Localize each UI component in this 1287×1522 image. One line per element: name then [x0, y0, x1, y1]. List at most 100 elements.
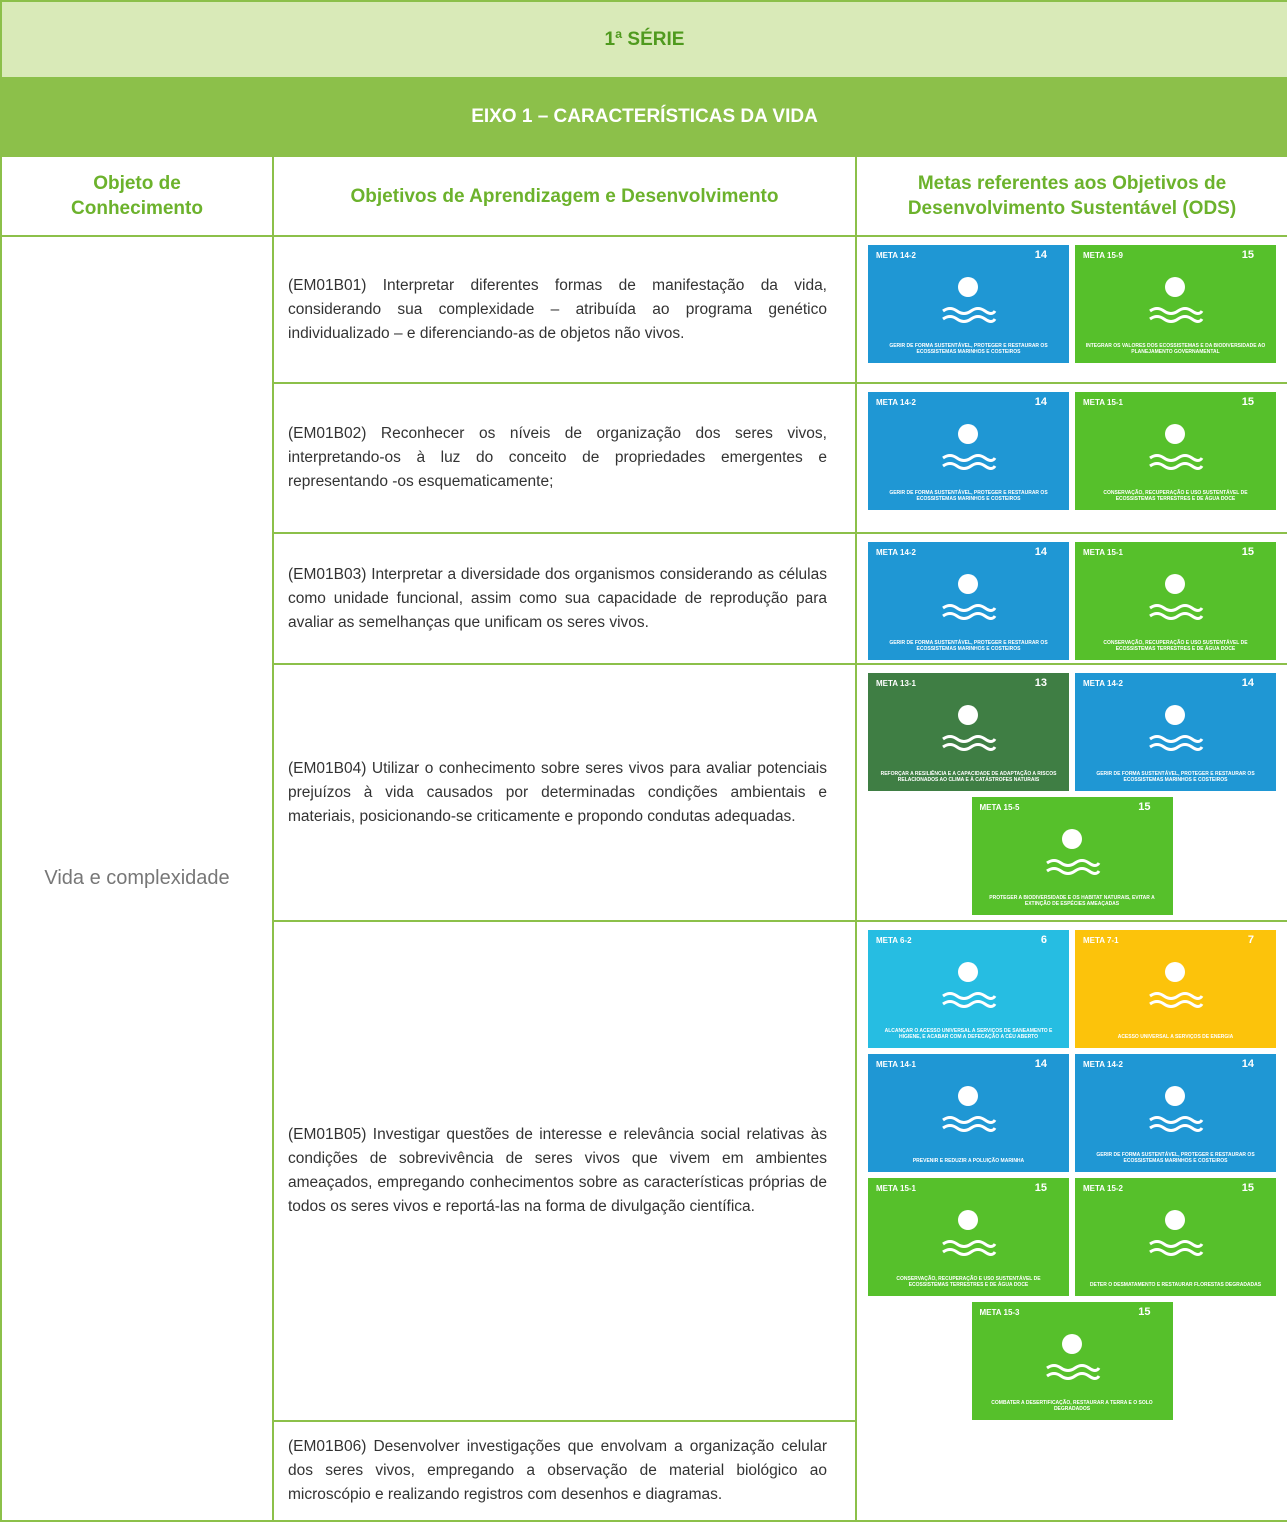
badge-number: 15	[1138, 1306, 1151, 1318]
badge-icon	[942, 574, 997, 620]
badge-caption: PROTEGER A BIODIVERSIDADE E OS HABITAT N…	[989, 895, 1155, 907]
axis-title: EIXO 1 – CARACTERÍSTICAS DA VIDA	[0, 77, 1287, 157]
badge-label: META 15-1	[1083, 398, 1124, 407]
badge-icon	[942, 424, 997, 470]
badge-number: 15	[1241, 1182, 1254, 1194]
badge-label: META 15-1	[1083, 548, 1124, 557]
badge-label: META 14-1	[876, 1060, 917, 1069]
badge-caption: PREVENIR E REDUZIR A POLUIÇÃO MARINHA	[912, 1158, 1025, 1164]
ods-badge: META 13-1 13 REFORÇAR A RESILIÊNCIA E A CA…	[868, 673, 1069, 791]
badge-number: 15	[1241, 546, 1254, 558]
badge-label: META 6-2	[876, 936, 912, 945]
badge-caption: CONSERVAÇÃO, RECUPERAÇÃO E USO SUSTENTÁV…	[1103, 490, 1248, 502]
grade-title: 1ª SÉRIE	[0, 0, 1287, 79]
badge-icon	[1149, 1210, 1204, 1256]
ods-badge: META 15-1 15 CONSERVAÇÃO, RECUPERAÇÃO E US…	[1075, 392, 1276, 510]
badge-label: META 7-1	[1083, 936, 1119, 945]
badge-number: 15	[1138, 801, 1151, 813]
ods-badge: META 7-1 7 ACESSO UNIVERSAL A SERVIÇOS DE …	[1075, 930, 1276, 1048]
ods-badge: META 14-1 14 PREVENIR E REDUZIR A POLUIÇÃO…	[868, 1054, 1069, 1172]
badge-caption: INTEGRAR OS VALORES DOS ECOSSISTEMAS E D…	[1085, 343, 1266, 355]
badge-number: 7	[1247, 934, 1254, 946]
badge-caption: CONSERVAÇÃO, RECUPERAÇÃO E USO SUSTENTÁV…	[1103, 640, 1248, 652]
ods-badge: META 6-2 6 ALCANÇAR O ACESSO UNIVERSAL A S…	[868, 930, 1069, 1048]
column-header: Metas referentes aos Objetivos de Desenv…	[854, 155, 1287, 237]
objective-text: (EM01B05) Investigar questões de interes…	[272, 920, 857, 1422]
badge-number: 15	[1034, 1182, 1047, 1194]
badge-number: 13	[1034, 677, 1047, 689]
badge-number: 14	[1034, 249, 1047, 261]
ods-cell: META 14-2 14 GERIR DE FORMA SUSTENTÁVEL, P…	[854, 235, 1287, 384]
badge-icon	[1149, 705, 1204, 751]
objective-text: (EM01B02) Reconhecer os níveis de organi…	[272, 382, 857, 534]
table-row: (EM01B06) Desenvolver investigações que …	[1, 1420, 1287, 1522]
badge-icon	[1149, 574, 1204, 620]
badge-number: 6	[1040, 934, 1047, 946]
badge-icon	[942, 277, 997, 323]
badge-label: META 14-2	[1083, 679, 1124, 688]
badge-label: META 15-1	[876, 1184, 917, 1193]
ods-cell: META 6-2 6 ALCANÇAR O ACESSO UNIVERSAL A S…	[854, 920, 1287, 1522]
ods-badge: META 14-2 14 GERIR DE FORMA SUSTENTÁVEL, P…	[868, 392, 1069, 510]
table-row: Vida e complexidade (EM01B01) Interpretar…	[0, 235, 1287, 1522]
badge-label: META 15-2	[1083, 1184, 1124, 1193]
column-header: Objetivos de Aprendizagem e Desenvolvime…	[272, 155, 857, 237]
badge-icon	[1149, 424, 1204, 470]
badge-grid: META 14-2 14 GERIR DE FORMA SUSTENTÁVEL, P…	[857, 392, 1287, 510]
badge-number: 14	[1034, 546, 1047, 558]
column-header: Objeto de Conhecimento	[0, 155, 274, 237]
grade-row: 1ª SÉRIE	[0, 0, 1287, 79]
badge-number: 14	[1034, 1058, 1047, 1070]
ods-badge: META 14-2 14 GERIR DE FORMA SUSTENTÁVEL, P…	[868, 542, 1069, 660]
table-row: (EM01B05) Investigar questões de interes…	[1, 920, 1287, 1522]
ods-badge: META 14-2 14 GERIR DE FORMA SUSTENTÁVEL, P…	[868, 245, 1069, 363]
badge-label: META 14-2	[876, 398, 917, 407]
objective-text: (EM01B01) Interpretar diferentes formas …	[272, 235, 857, 384]
column-header-row: Objeto de Conhecimento Objetivos de Apre…	[0, 155, 1287, 237]
badge-label: META 15-9	[1083, 251, 1124, 260]
badge-caption: GERIR DE FORMA SUSTENTÁVEL, PROTEGER E R…	[889, 343, 1048, 355]
badge-caption: GERIR DE FORMA SUSTENTÁVEL, PROTEGER E R…	[1096, 771, 1255, 783]
badge-number: 14	[1241, 677, 1254, 689]
objective-text: (EM01B06) Desenvolver investigações que …	[272, 1420, 857, 1522]
badge-icon	[1149, 277, 1204, 323]
badge-label: META 13-1	[876, 679, 917, 688]
badge-icon	[1045, 1334, 1100, 1380]
badge-caption: DETER O DESMATAMENTO E RESTAURAR FLOREST…	[1089, 1282, 1262, 1288]
table-row: (EM01B03) Interpretar a diversidade dos …	[1, 532, 1287, 665]
badge-caption: COMBATER A DESERTIFICAÇÃO, RESTAURAR A T…	[991, 1400, 1153, 1412]
ods-badge: META 15-1 15 CONSERVAÇÃO, RECUPERAÇÃO E US…	[1075, 542, 1276, 660]
badge-caption: ACESSO UNIVERSAL A SERVIÇOS DE ENERGIA	[1117, 1034, 1234, 1040]
ods-badge: META 14-2 14 GERIR DE FORMA SUSTENTÁVEL, P…	[1075, 1054, 1276, 1172]
badge-label: META 14-2	[876, 548, 917, 557]
objective-text: (EM01B04) Utilizar o conhecimento sobre …	[272, 663, 857, 922]
badge-number: 15	[1241, 249, 1254, 261]
table-row: (EM01B02) Reconhecer os níveis de organi…	[1, 382, 1287, 534]
badge-icon	[942, 1086, 997, 1132]
badge-number: 14	[1241, 1058, 1254, 1070]
badge-icon	[1045, 829, 1100, 875]
badge-caption: REFORÇAR A RESILIÊNCIA E A CAPACIDADE DE…	[880, 771, 1057, 783]
ods-badge: META 15-2 15 DETER O DESMATAMENTO E RESTAU…	[1075, 1178, 1276, 1296]
badge-label: META 15-5	[979, 803, 1020, 812]
badge-grid: META 14-2 14 GERIR DE FORMA SUSTENTÁVEL, P…	[857, 245, 1287, 363]
badge-icon	[1149, 1086, 1204, 1132]
ods-badge: META 15-9 15 INTEGRAR OS VALORES DOS ECOSS…	[1075, 245, 1276, 363]
badge-label: META 14-2	[876, 251, 917, 260]
ods-cell: META 14-2 14 GERIR DE FORMA SUSTENTÁVEL, P…	[854, 532, 1287, 665]
badge-icon	[942, 962, 997, 1008]
ods-badge: META 14-2 14 GERIR DE FORMA SUSTENTÁVEL, P…	[1075, 673, 1276, 791]
ods-cell: META 14-2 14 GERIR DE FORMA SUSTENTÁVEL, P…	[854, 382, 1287, 534]
objective-text: (EM01B03) Interpretar a diversidade dos …	[272, 532, 857, 665]
badge-icon	[1149, 962, 1204, 1008]
badge-icon	[942, 1210, 997, 1256]
badge-caption: GERIR DE FORMA SUSTENTÁVEL, PROTEGER E R…	[1096, 1152, 1255, 1164]
ods-badge: META 15-1 15 CONSERVAÇÃO, RECUPERAÇÃO E US…	[868, 1178, 1069, 1296]
badge-caption: GERIR DE FORMA SUSTENTÁVEL, PROTEGER E R…	[889, 640, 1048, 652]
badge-caption: GERIR DE FORMA SUSTENTÁVEL, PROTEGER E R…	[889, 490, 1048, 502]
axis-row: EIXO 1 – CARACTERÍSTICAS DA VIDA	[0, 77, 1287, 157]
ods-badge: META 15-5 15 PROTEGER A BIODIVERSIDADE E O…	[971, 797, 1173, 915]
